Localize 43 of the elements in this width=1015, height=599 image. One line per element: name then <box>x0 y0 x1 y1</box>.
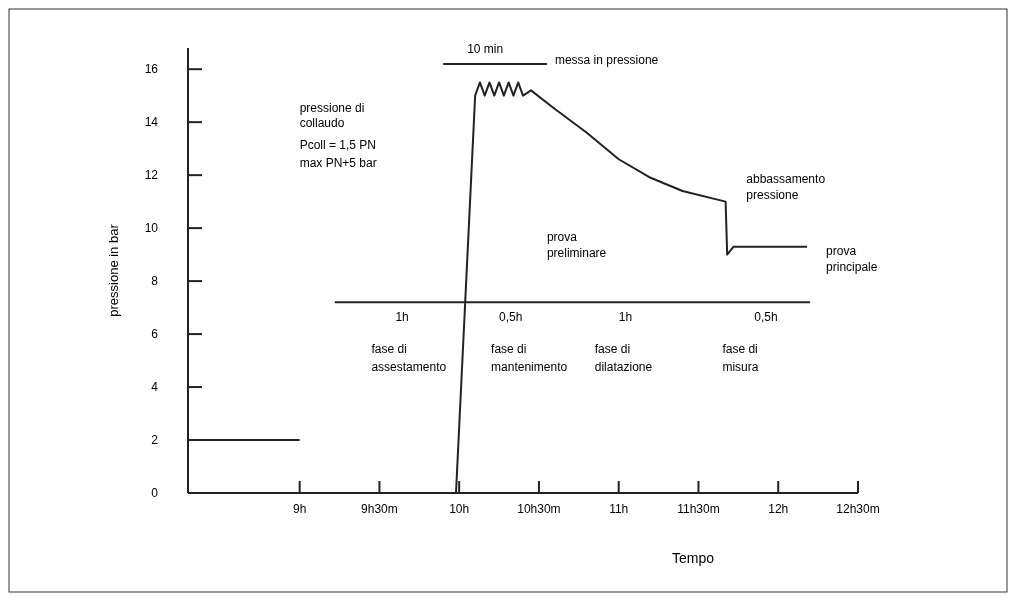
y-axis-title: pressione in bar <box>106 223 121 317</box>
y-tick-label: 10 <box>144 221 159 236</box>
annotation: mantenimento <box>491 360 568 375</box>
annotation: collaudo <box>299 116 345 131</box>
y-tick-label: 4 <box>151 380 159 395</box>
annotation: 1h <box>395 309 409 324</box>
annotation: assestamento <box>371 360 447 375</box>
x-axis-title: Tempo <box>671 550 715 566</box>
x-tick-label: 10h30m <box>517 502 561 516</box>
y-tick-label: 8 <box>151 274 159 289</box>
annotation: pressione di <box>299 100 365 115</box>
x-tick-label: 11h <box>609 502 629 516</box>
x-tick-label: 12h30m <box>836 502 880 516</box>
annotation: 1h <box>618 309 633 324</box>
annotation: misura <box>722 360 759 375</box>
annotation: Pcoll = 1,5 PN <box>299 137 377 152</box>
y-tick-label: 16 <box>144 62 159 77</box>
y-tick-label: 12 <box>144 168 159 183</box>
y-tick-label: 6 <box>151 327 159 342</box>
y-tick-label: 14 <box>144 115 159 130</box>
annotation: fase di <box>491 341 527 356</box>
annotation: abbassamento <box>746 172 826 187</box>
annotation: max PN+5 bar <box>299 156 377 171</box>
annotation: 10 min <box>467 42 504 57</box>
annotation: messa in pressione <box>554 52 659 67</box>
annotation: 0,5h <box>754 309 778 324</box>
annotation: prova <box>546 230 578 245</box>
annotation: fase di <box>371 341 407 356</box>
x-tick-label: 11h30m <box>677 502 720 516</box>
y-tick-label: 2 <box>151 433 159 448</box>
annotation: prova <box>826 243 857 258</box>
x-tick-label: 9h30m <box>361 502 398 516</box>
x-tick-label: 10h <box>449 502 470 516</box>
y-tick-label: 0 <box>151 486 159 500</box>
annotation: 0,5h <box>499 309 523 324</box>
annotation: preliminare <box>546 246 607 261</box>
annotation: fase di <box>722 341 758 356</box>
annotation: dilatazione <box>594 360 653 375</box>
x-tick-label: 9h <box>292 502 307 516</box>
annotation: pressione <box>746 187 799 202</box>
annotation: fase di <box>594 341 631 356</box>
annotation: principale <box>826 259 878 274</box>
x-tick-label: 12h <box>768 502 789 516</box>
